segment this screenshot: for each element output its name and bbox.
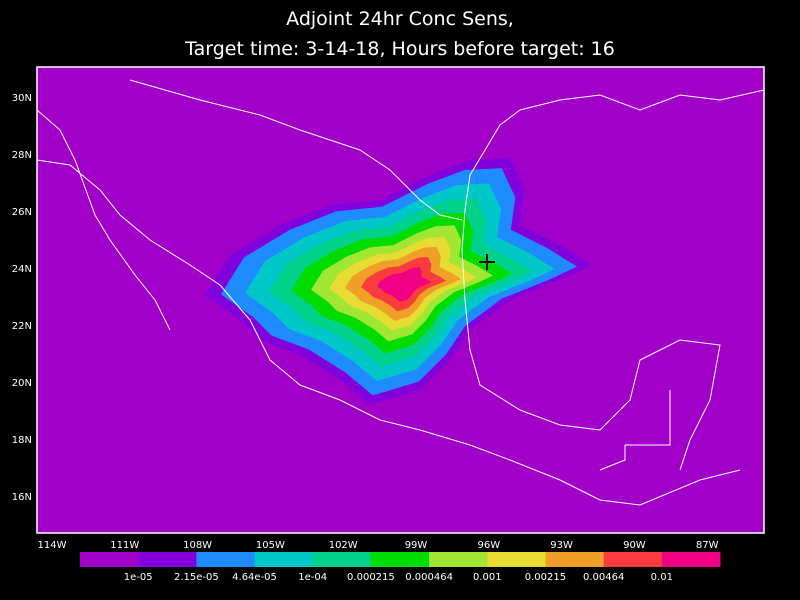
colorbar-swatch <box>545 552 605 567</box>
colorbar-label: 0.00215 <box>525 572 566 583</box>
colorbar-label: 1e-05 <box>124 572 153 583</box>
longitude-label: 102W <box>329 540 358 551</box>
colorbar-label: 0.01 <box>651 572 673 583</box>
axis-labels: 30N 28N 26N 24N 22N 20N 18N 16N 114W 111W 108W 105W… <box>12 93 719 551</box>
latitude-label: 16N <box>12 492 32 503</box>
colorbar-swatch <box>196 552 256 567</box>
coastlines <box>36 79 765 506</box>
colorbar-label: 1e-04 <box>298 572 327 583</box>
latitude-label: 18N <box>12 435 32 446</box>
coastline <box>36 109 171 331</box>
coastline <box>461 109 721 471</box>
longitude-label: 96W <box>477 540 500 551</box>
latitude-label: 20N <box>12 378 32 389</box>
latitude-label: 24N <box>12 264 32 275</box>
title-line: Adjoint 24hr Conc Sens, <box>286 8 514 30</box>
colorbar-swatch <box>661 552 721 567</box>
colorbar-swatch <box>603 552 663 567</box>
colorbar-label: 0.00464 <box>583 572 624 583</box>
colorbar-swatch <box>312 552 372 567</box>
colorbar-label: 0.000464 <box>405 572 453 583</box>
map-area <box>37 67 764 533</box>
coastline <box>36 159 741 506</box>
latitude-label: 28N <box>12 150 32 161</box>
colorbar-swatch <box>429 552 488 567</box>
sensitivity-contour <box>377 267 432 302</box>
colorbar-label: 0.000215 <box>347 572 395 583</box>
longitude-label: 114W <box>38 540 67 551</box>
border <box>129 79 463 221</box>
title-line: Target time: 3-14-18, Hours before targe… <box>184 38 615 60</box>
colorbar-swatch <box>138 552 197 567</box>
longitude-label: 87W <box>696 540 719 551</box>
border <box>599 390 671 471</box>
longitude-label: 90W <box>623 540 646 551</box>
longitude-label: 111W <box>110 540 139 551</box>
coastline <box>519 89 765 111</box>
colorbar: 1e-05 2.15e-05 4.64e-05 1e-04 0.000215 0.0004… <box>80 552 721 583</box>
colorbar-swatch <box>254 552 314 567</box>
latitude-label: 22N <box>12 321 32 332</box>
colorbar-label: 2.15e-05 <box>174 572 219 583</box>
colorbar-swatch <box>80 552 139 567</box>
colorbar-swatch <box>487 552 546 567</box>
longitude-label: 93W <box>550 540 573 551</box>
map-frame <box>36 66 765 534</box>
colorbar-label: 0.001 <box>473 572 502 583</box>
latitude-label: 26N <box>12 207 32 218</box>
longitude-label: 99W <box>405 540 428 551</box>
longitude-label: 105W <box>256 540 285 551</box>
colorbar-swatch <box>370 552 430 567</box>
longitude-label: 108W <box>183 540 212 551</box>
target-marker <box>479 254 495 270</box>
colorbar-label: 4.64e-05 <box>232 572 277 583</box>
latitude-label: 30N <box>12 93 32 104</box>
